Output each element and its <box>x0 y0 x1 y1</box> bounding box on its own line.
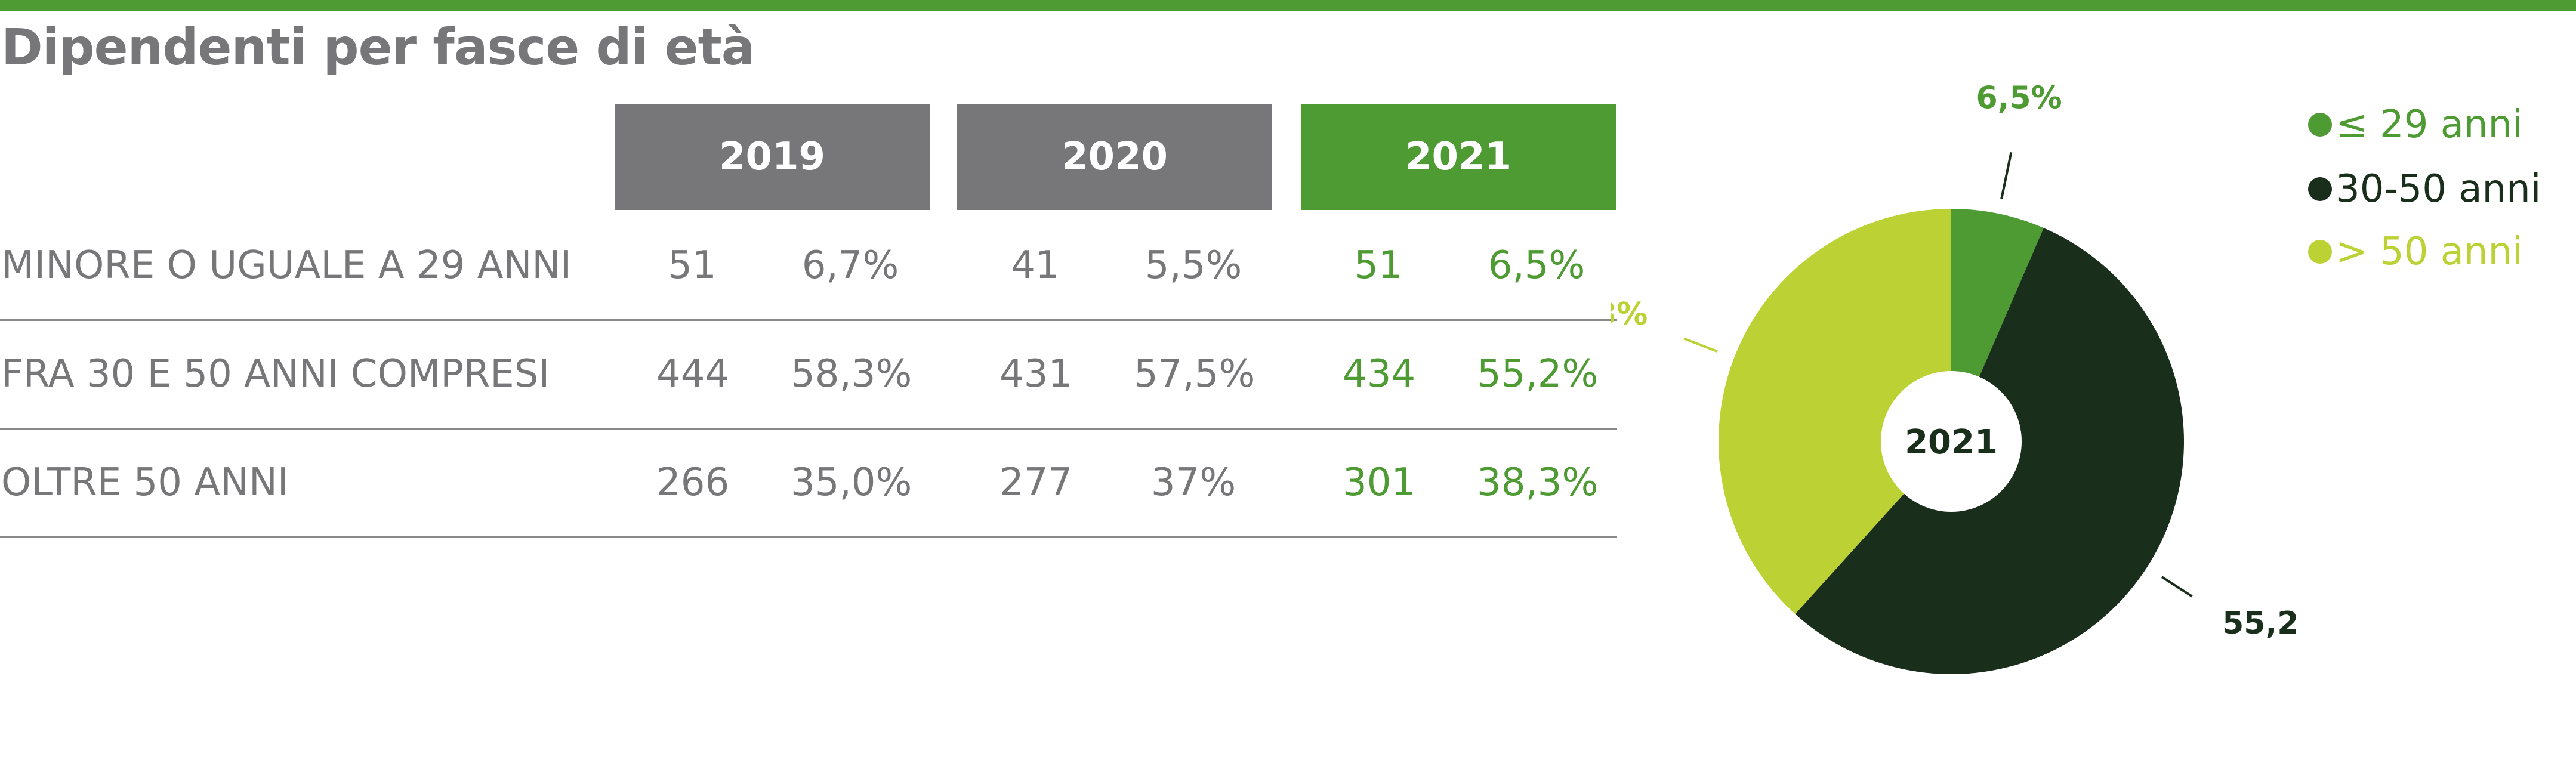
table-cell: 51 <box>1354 243 1403 288</box>
row-divider <box>0 536 1617 538</box>
legend-item-under-29: ≤ 29 anni <box>2308 103 2523 147</box>
legend-swatch-icon <box>2308 240 2332 264</box>
data-label: 38,3% <box>1611 296 1648 332</box>
table-cell: 57,5% <box>1134 352 1255 396</box>
row-label-under-29: MINORE O UGUALE A 29 ANNI <box>1 243 572 288</box>
legend-swatch-icon <box>2308 113 2332 137</box>
donut-center-label: 2021 <box>1905 423 1998 462</box>
leader-line <box>1683 337 1718 353</box>
table-cell: 6,7% <box>801 243 899 288</box>
table-cell: 38,3% <box>1477 461 1599 505</box>
year-header-2020: 2020 <box>957 104 1272 210</box>
table-cell: 51 <box>668 243 717 288</box>
data-label: 6,5% <box>1976 84 2062 116</box>
table-cell: 301 <box>1343 461 1416 505</box>
row-divider <box>0 319 1617 321</box>
table-cell: 37% <box>1150 461 1236 505</box>
table-cell: 58,3% <box>791 352 912 396</box>
age-donut-chart: 6,5% 55,2% 38,3% 2021 <box>1611 84 2297 674</box>
table-cell: 431 <box>999 352 1073 396</box>
year-header-2019: 2019 <box>615 104 930 210</box>
pie-slice <box>1719 209 1951 614</box>
table-cell: 444 <box>656 352 730 396</box>
legend-label: 30-50 anni <box>2336 167 2541 211</box>
row-label-over-50: OLTRE 50 ANNI <box>1 461 289 505</box>
table-cell: 6,5% <box>1488 243 1585 288</box>
legend-label: ≤ 29 anni <box>2336 103 2523 147</box>
table-cell: 266 <box>656 461 730 505</box>
table-cell: 35,0% <box>791 461 912 505</box>
leader-line <box>2000 152 2013 200</box>
table-cell: 277 <box>999 461 1073 505</box>
legend-item-over-50: > 50 anni <box>2308 230 2523 274</box>
data-label: 55,2% <box>2222 606 2297 641</box>
page-title: Dipendenti per fasce di età <box>1 18 755 76</box>
top-accent-bar <box>0 0 2576 11</box>
table-cell: 55,2% <box>1477 352 1599 396</box>
legend-item-30-50: 30-50 anni <box>2308 167 2541 211</box>
row-divider <box>0 428 1617 430</box>
year-header-2021: 2021 <box>1301 104 1616 210</box>
table-cell: 5,5% <box>1144 243 1242 288</box>
table-cell: 41 <box>1011 243 1060 288</box>
table-cell: 434 <box>1343 352 1416 396</box>
legend-label: > 50 anni <box>2336 230 2523 274</box>
row-label-30-50: FRA 30 E 50 ANNI COMPRESI <box>1 352 550 396</box>
donut-hole <box>1881 371 2022 512</box>
legend-swatch-icon <box>2308 177 2332 201</box>
leader-line <box>2161 576 2193 598</box>
